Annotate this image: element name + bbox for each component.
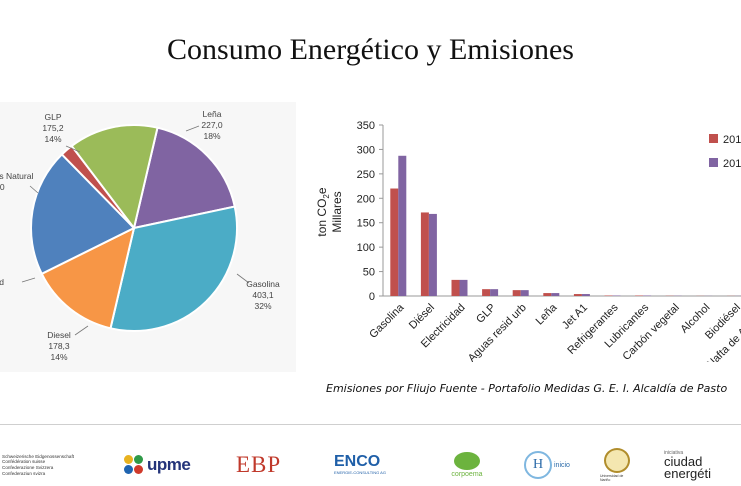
- corpoema-mark-icon: [454, 452, 480, 470]
- pie-slice-label: 14%: [50, 352, 67, 362]
- y-tick-label: 50: [363, 267, 375, 279]
- pie-slice-label: 178,3: [48, 341, 70, 351]
- pie-leader-line: [185, 125, 200, 132]
- bar: [543, 293, 552, 296]
- pie-chart-svg: Leña227,018%Gasolina403,132%Diesel178,31…: [0, 109, 280, 362]
- corpoema-text: corpoema: [451, 471, 483, 478]
- sponsor-logos: Schweizerische Eidgenossenschaft Confédé…: [0, 448, 741, 486]
- x-tick-label: GLP: [474, 302, 498, 326]
- bar: [398, 155, 407, 296]
- pie-leader-line: [29, 185, 39, 194]
- bar: [428, 213, 437, 296]
- y-tick-label: 200: [357, 193, 375, 205]
- bar: [390, 188, 399, 296]
- bar: [512, 290, 521, 296]
- bar-chart: 0 50 100 150 200 250 300 350 ton CO2e Millares Gas…: [305, 112, 741, 362]
- pie-slice-label: 175,2: [42, 123, 64, 133]
- upme-text: upme: [147, 455, 191, 474]
- bar: [459, 279, 468, 296]
- bar: [573, 294, 582, 296]
- hinicio-text: inicio: [554, 461, 570, 469]
- upme-mark-icon: [124, 455, 144, 475]
- upme-logo: upme: [124, 448, 202, 482]
- ebp-logo: EBP: [236, 452, 282, 477]
- pie-slice-label: GLP: [44, 112, 61, 122]
- y-tick-label: 300: [357, 144, 375, 156]
- pie-leader-line: [65, 145, 81, 153]
- y-axis-label-line1: ton CO2e: [315, 187, 331, 236]
- enco-subtext: ENERGIE-CONSULTING AG: [334, 470, 386, 475]
- pie-leader-line: [236, 273, 250, 284]
- y-tick-label: 0: [369, 291, 375, 303]
- swiss-confederation-logo: Schweizerische Eidgenossenschaft Confédé…: [2, 448, 114, 482]
- pie-slice-label: 25,0: [0, 182, 5, 192]
- pie-slice-label: 18%: [203, 131, 220, 141]
- swiss-line: Confédération suisse: [2, 459, 46, 465]
- x-tick-label: Leña: [534, 301, 560, 327]
- swiss-line: Confederazione Svizzera: [2, 465, 54, 470]
- y-tick-label: 150: [357, 218, 375, 230]
- bar: [482, 289, 491, 296]
- ciudad-line3: energéti: [664, 466, 711, 481]
- x-tick-label: Gasolina: [367, 301, 407, 341]
- pie-slice: [132, 126, 236, 230]
- pie-slice-label: 14%: [44, 134, 61, 144]
- legend-swatch: [709, 134, 718, 143]
- y-axis-label-line2: Millares: [330, 191, 344, 232]
- ciudad-line1: iniciativa: [664, 450, 684, 456]
- pie-slice-label: Diesel: [47, 330, 71, 340]
- legend-label: 201: [723, 158, 741, 170]
- y-tick-label: 350: [357, 120, 375, 132]
- legend-label: 201: [723, 134, 741, 146]
- pie-slice: [109, 205, 238, 332]
- hinicio-mark-icon: H: [524, 451, 552, 479]
- legend-swatch: [709, 158, 718, 167]
- footer-divider: [0, 424, 741, 425]
- universidad-narino-logo: Universidad de Nariño: [600, 448, 634, 482]
- bar: [520, 290, 529, 296]
- corpoema-logo: corpoema: [436, 448, 498, 482]
- pie-slice-label: Electricidad: [0, 277, 4, 287]
- bar: [551, 293, 560, 296]
- y-tick-label: 250: [357, 169, 375, 181]
- pie-slice-label: 32%: [254, 301, 271, 311]
- chart-caption: Emisiones por Fliujo Fuente - Portafolio…: [326, 382, 728, 395]
- bar: [420, 212, 429, 296]
- swiss-line: Schweizerische Eidgenossenschaft: [2, 453, 75, 459]
- enco-text: ENCO: [334, 453, 381, 470]
- pie-slice-label: Leña: [203, 109, 222, 119]
- pie-chart: Leña 227,0 18% Gasolina 403,1 32% Diesel 178,3 1…: [0, 102, 296, 372]
- hinicio-logo: H inicio: [524, 448, 574, 482]
- swiss-line: Confederaziun svizra: [2, 470, 46, 476]
- bar: [581, 294, 590, 296]
- pie-leader-line: [74, 325, 89, 336]
- unal-text: Universidad de Nariño: [600, 474, 624, 482]
- x-tick-label: Carbón vegetal: [621, 302, 682, 362]
- enco-logo: ENCO ENERGIE-CONSULTING AG: [334, 448, 396, 482]
- pie-leader-line: [21, 277, 36, 283]
- pie-slice: [70, 124, 159, 231]
- pie-slice: [40, 226, 136, 330]
- pie-slice-label: 2%: [0, 193, 1, 203]
- pie-slice: [30, 153, 136, 276]
- bar: [490, 289, 499, 296]
- slide-title: Consumo Energético y Emisiones: [167, 33, 574, 66]
- ciudad-line2: ciudad: [664, 454, 703, 469]
- ciudad-energetica-logo: iniciativa ciudad energéti: [664, 448, 741, 482]
- y-tick-label: 100: [357, 242, 375, 254]
- bar: [451, 279, 460, 296]
- university-seal-icon: [604, 448, 630, 473]
- pie-slice-label: 403,1: [252, 290, 274, 300]
- pie-slice-label: Gasolina: [246, 279, 280, 289]
- pie-slice-label: 227,0: [201, 120, 223, 130]
- pie-slice-label: Gas Natural: [0, 171, 33, 181]
